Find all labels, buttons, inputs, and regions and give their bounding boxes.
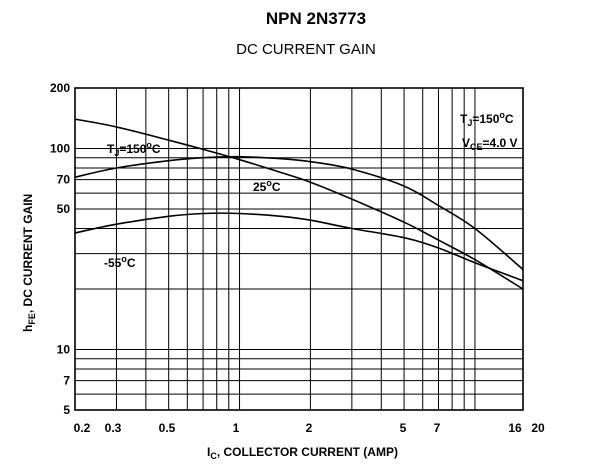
x-tick-label: 0.2 — [74, 421, 91, 435]
x-axis-label: IC, COLLECTOR CURRENT (AMP) — [207, 445, 398, 461]
25c-label-value: 25 — [253, 180, 267, 194]
25c-label-unit: C — [272, 180, 281, 194]
x-tick-labels: 0.2 0.3 0.5 1 2 5 7 16 20 — [74, 421, 545, 435]
vce-label-var: V — [462, 136, 470, 150]
m55c-label-unit: C — [127, 256, 136, 270]
tj-150-left-degree: o — [146, 140, 152, 150]
tj-150-right-var: T — [460, 112, 468, 126]
y-axis-label-rest: , DC CURRENT GAIN — [21, 194, 35, 313]
tj-150-right-value: =150 — [472, 112, 499, 126]
x-tick-label: 2 — [306, 421, 313, 435]
m55c-label-value: -55 — [104, 256, 122, 270]
series-line-1 — [74, 118, 524, 290]
vce-label-value: =4.0 V — [483, 136, 518, 150]
tj-150-left-unit: C — [152, 142, 161, 156]
y-tick-labels: 5 7 10 50 70 100 200 — [50, 81, 70, 417]
tj-150-left-sub: J — [114, 148, 119, 158]
tj-150-right-degree: o — [499, 110, 505, 120]
m55c-label-degree: o — [121, 254, 127, 264]
x-axis-label-main: I — [207, 445, 210, 459]
x-tick-label: 1 — [233, 421, 240, 435]
x-tick-label: 0.5 — [159, 421, 176, 435]
y-tick-label: 5 — [63, 403, 70, 417]
x-axis-label-rest: , COLLECTOR CURRENT (AMP) — [217, 445, 398, 459]
series-line-2 — [74, 155, 524, 271]
x-tick-label: 16 — [508, 421, 522, 435]
x-axis-label-sub: C — [210, 451, 217, 461]
x-tick-label: 7 — [434, 421, 441, 435]
y-axis-label: hFE, DC CURRENT GAIN — [21, 194, 37, 332]
tj-150-right-unit: C — [505, 112, 514, 126]
series-group — [74, 118, 524, 290]
series-line-3 — [74, 212, 524, 282]
vce-label-sub: CE — [470, 142, 483, 152]
grid — [74, 87, 524, 411]
y-axis-label-main: h — [21, 325, 35, 332]
25c-label-degree: o — [266, 178, 272, 188]
25c-label: 25oC — [253, 178, 281, 194]
tj-150-right-sub: J — [467, 118, 472, 128]
chart-subtitle: DC CURRENT GAIN — [236, 41, 376, 58]
x-tick-label: 20 — [531, 421, 545, 435]
x-tick-label: 0.3 — [105, 421, 122, 435]
m55c-label: -55oC — [104, 254, 136, 270]
tj-150-left-value: =150 — [119, 142, 146, 156]
tj-150-right: TJ=150oC — [460, 110, 514, 128]
x-tick-label: 5 — [400, 421, 407, 435]
y-tick-label: 200 — [50, 81, 70, 95]
tj-150-left: TJ=150oC — [107, 140, 161, 158]
y-tick-label: 10 — [57, 342, 71, 356]
chart-title: NPN 2N3773 — [266, 9, 366, 28]
vce-label: VCE=4.0 V — [462, 136, 518, 152]
y-tick-label: 7 — [63, 374, 70, 388]
y-axis-label-sub: FE — [27, 313, 37, 325]
y-tick-label: 70 — [57, 173, 71, 187]
y-tick-label: 50 — [57, 202, 71, 216]
tj-150-left-var: T — [107, 142, 115, 156]
y-tick-label: 100 — [50, 142, 70, 156]
